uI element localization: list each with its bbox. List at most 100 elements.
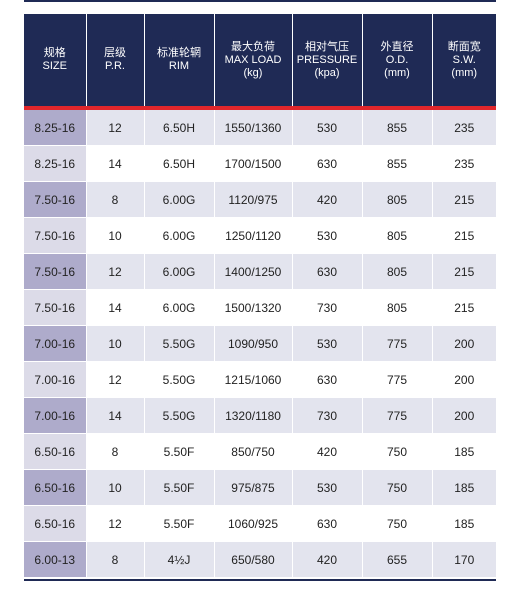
cell-outer-diameter: 805 <box>362 181 433 218</box>
cell-outer-diameter: 805 <box>362 217 433 254</box>
cell-max-load: 1400/1250 <box>214 253 293 290</box>
cell-size: 8.25-16 <box>24 145 87 182</box>
table-row: 7.50-16 10 6.00G 1250/1120 530 805 215 <box>24 217 496 254</box>
bottom-rule <box>24 579 496 581</box>
table-row: 8.25-16 12 6.50H 1550/1360 530 855 235 <box>24 108 496 146</box>
cell-section-width: 200 <box>432 361 496 398</box>
cell-size: 7.50-16 <box>24 289 87 326</box>
table-row: 7.00-16 12 5.50G 1215/1060 630 775 200 <box>24 361 496 398</box>
cell-max-load: 1320/1180 <box>214 397 293 434</box>
cell-rim: 5.50G <box>144 397 215 434</box>
cell-outer-diameter: 775 <box>362 361 433 398</box>
cell-ply-rating: 14 <box>86 145 145 182</box>
cell-ply-rating: 14 <box>86 397 145 434</box>
cell-max-load: 975/875 <box>214 469 293 506</box>
cell-outer-diameter: 805 <box>362 253 433 290</box>
header-pressure: 相对气压 PRESSURE (kpa) <box>292 14 363 108</box>
cell-section-width: 215 <box>432 181 496 218</box>
cell-ply-rating: 12 <box>86 108 145 146</box>
cell-size: 8.25-16 <box>24 108 87 146</box>
cell-pressure: 530 <box>292 469 363 506</box>
cell-outer-diameter: 750 <box>362 433 433 470</box>
cell-section-width: 200 <box>432 325 496 362</box>
table-row: 7.50-16 12 6.00G 1400/1250 630 805 215 <box>24 253 496 290</box>
cell-outer-diameter: 855 <box>362 108 433 146</box>
header-row: 规格 SIZE 层级 P.R. 标准轮辋 RIM 最大负荷 MAX LOAD (kg) 相… <box>24 14 496 108</box>
cell-pressure: 630 <box>292 361 363 398</box>
cell-pressure: 530 <box>292 325 363 362</box>
cell-pressure: 530 <box>292 108 363 146</box>
cell-pressure: 420 <box>292 541 363 578</box>
cell-size: 7.00-16 <box>24 325 87 362</box>
cell-max-load: 1700/1500 <box>214 145 293 182</box>
cell-rim: 6.00G <box>144 253 215 290</box>
table-header: 规格 SIZE 层级 P.R. 标准轮辋 RIM 最大负荷 MAX LOAD (kg) 相… <box>24 14 496 108</box>
cell-size: 7.00-16 <box>24 361 87 398</box>
cell-section-width: 185 <box>432 433 496 470</box>
cell-section-width: 170 <box>432 541 496 578</box>
cell-ply-rating: 8 <box>86 433 145 470</box>
cell-max-load: 1550/1360 <box>214 108 293 146</box>
cell-pressure: 630 <box>292 253 363 290</box>
header-size: 规格 SIZE <box>24 14 87 108</box>
cell-size: 7.50-16 <box>24 181 87 218</box>
table-row: 6.50-16 8 5.50F 850/750 420 750 185 <box>24 433 496 470</box>
cell-max-load: 650/580 <box>214 541 293 578</box>
cell-ply-rating: 8 <box>86 181 145 218</box>
header-rim: 标准轮辋 RIM <box>144 14 215 108</box>
cell-section-width: 215 <box>432 253 496 290</box>
cell-ply-rating: 10 <box>86 325 145 362</box>
cell-size: 6.00-13 <box>24 541 87 578</box>
cell-section-width: 215 <box>432 289 496 326</box>
cell-pressure: 630 <box>292 145 363 182</box>
cell-max-load: 850/750 <box>214 433 293 470</box>
cell-pressure: 730 <box>292 289 363 326</box>
cell-pressure: 730 <box>292 397 363 434</box>
cell-rim: 5.50G <box>144 325 215 362</box>
cell-max-load: 1500/1320 <box>214 289 293 326</box>
cell-rim: 5.50G <box>144 361 215 398</box>
cell-outer-diameter: 805 <box>362 289 433 326</box>
cell-outer-diameter: 775 <box>362 397 433 434</box>
cell-rim: 6.00G <box>144 217 215 254</box>
cell-outer-diameter: 750 <box>362 469 433 506</box>
cell-pressure: 420 <box>292 181 363 218</box>
cell-rim: 6.50H <box>144 108 215 146</box>
cell-rim: 6.50H <box>144 145 215 182</box>
cell-size: 7.50-16 <box>24 217 87 254</box>
cell-max-load: 1060/925 <box>214 505 293 542</box>
cell-section-width: 215 <box>432 217 496 254</box>
header-outer-diameter: 外直径 O.D. (mm) <box>362 14 433 108</box>
cell-outer-diameter: 855 <box>362 145 433 182</box>
cell-pressure: 420 <box>292 433 363 470</box>
cell-outer-diameter: 750 <box>362 505 433 542</box>
cell-rim: 5.50F <box>144 505 215 542</box>
cell-section-width: 235 <box>432 145 496 182</box>
cell-section-width: 235 <box>432 108 496 146</box>
cell-ply-rating: 12 <box>86 253 145 290</box>
table-row: 8.25-16 14 6.50H 1700/1500 630 855 235 <box>24 145 496 182</box>
cell-size: 7.50-16 <box>24 253 87 290</box>
cell-ply-rating: 12 <box>86 505 145 542</box>
header-max-load: 最大负荷 MAX LOAD (kg) <box>214 14 293 108</box>
cell-size: 6.50-16 <box>24 433 87 470</box>
table-row: 6.50-16 12 5.50F 1060/925 630 750 185 <box>24 505 496 542</box>
table-row: 7.00-16 14 5.50G 1320/1180 730 775 200 <box>24 397 496 434</box>
table-row: 6.00-13 8 4½J 650/580 420 655 170 <box>24 541 496 578</box>
cell-max-load: 1250/1120 <box>214 217 293 254</box>
cell-size: 6.50-16 <box>24 505 87 542</box>
table-row: 6.50-16 10 5.50F 975/875 530 750 185 <box>24 469 496 506</box>
cell-section-width: 185 <box>432 505 496 542</box>
cell-size: 6.50-16 <box>24 469 87 506</box>
cell-ply-rating: 12 <box>86 361 145 398</box>
cell-section-width: 185 <box>432 469 496 506</box>
table-body: 8.25-16 12 6.50H 1550/1360 530 855 235 8.25-16 1… <box>24 108 496 578</box>
cell-ply-rating: 10 <box>86 217 145 254</box>
top-rule <box>24 0 496 2</box>
table-row: 7.00-16 10 5.50G 1090/950 530 775 200 <box>24 325 496 362</box>
cell-max-load: 1120/975 <box>214 181 293 218</box>
cell-outer-diameter: 775 <box>362 325 433 362</box>
cell-max-load: 1090/950 <box>214 325 293 362</box>
cell-rim: 6.00G <box>144 289 215 326</box>
cell-max-load: 1215/1060 <box>214 361 293 398</box>
